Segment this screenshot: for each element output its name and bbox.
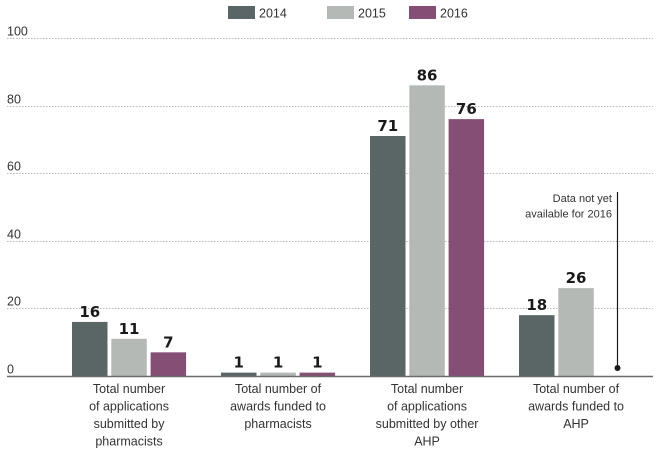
bar-2014-cat0 [72, 321, 108, 376]
category-label-line: Total number [93, 382, 165, 396]
value-label: 18 [526, 296, 547, 314]
category-label-line: submitted by [94, 417, 166, 431]
y-tick-label: 100 [7, 25, 28, 39]
annotation-text-line: available for 2016 [525, 209, 612, 221]
value-label: 1 [273, 354, 283, 372]
category-label-line: Total number [391, 382, 463, 396]
value-label: 76 [456, 100, 477, 118]
category-label-line: of applications [89, 400, 169, 414]
bar-2015-cat3 [558, 288, 594, 376]
legend-label: 2016 [440, 7, 468, 21]
legend-item-2015: 2015 [327, 6, 386, 21]
bar-2015-cat0 [111, 338, 147, 376]
legend-item-2014: 2014 [228, 6, 287, 21]
category-label-line: submitted by other [376, 417, 479, 431]
bar-2016-cat1 [299, 372, 336, 376]
category-label-line: awards funded to [528, 400, 624, 414]
value-label: 26 [566, 269, 587, 287]
legend-label: 2014 [259, 7, 287, 21]
bar-2016-cat0 [150, 352, 187, 376]
annotation-text: Data not yet available for 2016 [525, 193, 612, 221]
bars [72, 85, 594, 377]
value-label: 71 [377, 117, 398, 135]
y-tick-label: 60 [7, 160, 21, 174]
legend-swatch [327, 6, 354, 19]
annotation: Data not yet available for 2016 [525, 192, 621, 371]
legend-swatch [409, 6, 436, 19]
y-axis-ticks: 0 20 40 60 80 100 [7, 25, 28, 377]
legend-item-2016: 2016 [409, 6, 468, 21]
value-label: 1 [312, 354, 322, 372]
y-tick-label: 80 [7, 93, 21, 107]
category-label-line: AHP [563, 417, 589, 431]
category-label-line: Total number of [533, 382, 620, 396]
bar-2016-cat2 [448, 119, 485, 377]
category-label-line: pharmacists [95, 435, 162, 449]
value-label: 16 [79, 303, 100, 321]
category-label: Total number of applications submitted by p… [89, 382, 169, 449]
legend-label: 2015 [358, 7, 386, 21]
bar-2014-cat2 [370, 136, 406, 376]
category-label: Total number of awards funded to AHP [528, 382, 624, 431]
annotation-dot [614, 365, 621, 371]
category-labels: Total number of applications submitted by p… [89, 382, 624, 449]
bar-2014-cat3 [519, 315, 555, 376]
value-label: 86 [417, 66, 438, 84]
y-tick-label: 20 [7, 295, 21, 309]
legend: 2014 2015 2016 [228, 6, 468, 21]
y-tick-label: 40 [7, 228, 21, 242]
category-label-line: of applications [387, 400, 467, 414]
y-tick-label: 0 [7, 363, 14, 377]
gridlines [7, 38, 653, 309]
value-label: 1 [234, 354, 244, 372]
annotation-text-line: Data not yet [553, 193, 612, 205]
category-label-line: awards funded to [230, 400, 326, 414]
category-label-line: AHP [414, 435, 440, 449]
category-label-line: Total number of [235, 382, 322, 396]
value-label: 7 [163, 333, 173, 351]
category-label: Total number of applications submitted by … [376, 382, 479, 449]
bar-2015-cat2 [409, 85, 445, 376]
bar-2014-cat1 [221, 372, 257, 376]
bar-2015-cat1 [260, 372, 296, 376]
category-label: Total number of awards funded to pharmacis… [230, 382, 326, 431]
category-label-line: pharmacists [244, 417, 311, 431]
value-label: 11 [119, 320, 140, 338]
legend-swatch [228, 6, 255, 19]
